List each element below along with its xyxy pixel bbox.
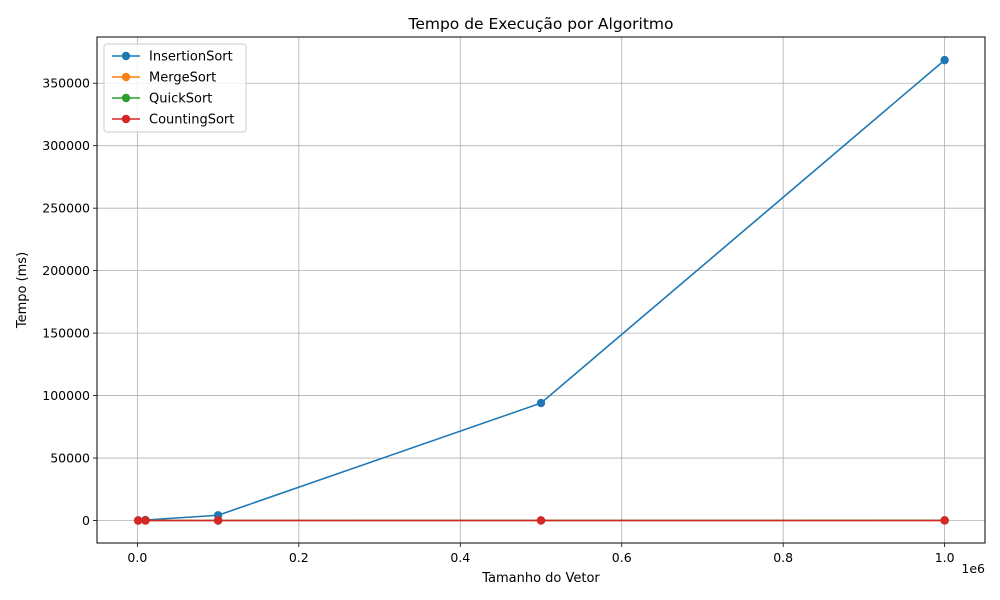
y-tick-label: 0 <box>82 513 90 528</box>
legend-item: QuickSort <box>112 92 212 107</box>
y-tick-label: 50000 <box>50 451 90 466</box>
x-tick-label: 0.0 <box>127 550 147 565</box>
x-tick-label: 0.2 <box>289 550 309 565</box>
data-point <box>133 516 143 525</box>
legend-box <box>103 43 247 133</box>
series-layer <box>133 55 949 525</box>
x-tick-label: 0.6 <box>612 550 632 565</box>
x-tick-label: 1.0 <box>935 550 955 565</box>
legend-item: InsertionSort <box>112 50 233 65</box>
y-tick-label: 350000 <box>42 76 90 91</box>
legend: InsertionSort MergeSort QuickSort CountingS… <box>103 43 247 133</box>
x-axis: 0.0 0.2 0.4 0.6 0.8 1.0 <box>127 543 955 565</box>
y-tick-label: 150000 <box>42 326 90 341</box>
grid <box>97 37 985 543</box>
data-point <box>536 398 546 408</box>
data-point <box>213 516 223 525</box>
plot-frame <box>96 36 986 544</box>
x-axis-label: Tamanho do Vetor <box>481 571 600 586</box>
y-tick-label: 300000 <box>42 138 90 153</box>
legend-swatch-marker <box>121 72 131 82</box>
legend-swatch-marker <box>121 114 131 124</box>
legend-item: CountingSort <box>112 113 234 128</box>
data-point <box>141 516 150 525</box>
chart-title: Tempo de Execução por Algoritmo <box>407 15 673 33</box>
legend-swatch-marker <box>121 93 131 103</box>
legend-label: InsertionSort <box>149 50 233 65</box>
data-point <box>940 55 949 65</box>
y-axis: 0 50000 100000 150000 200000 250000 300000 3500… <box>42 76 97 528</box>
legend-label: QuickSort <box>149 92 212 107</box>
y-axis-label: Tempo (ms) <box>15 252 30 329</box>
legend-swatch-marker <box>121 51 131 61</box>
x-axis-offset-label: 1e6 <box>961 561 985 576</box>
legend-label: CountingSort <box>149 113 234 128</box>
series-countingsort <box>133 516 949 525</box>
y-tick-label: 250000 <box>42 201 90 216</box>
legend-item: MergeSort <box>112 71 216 86</box>
y-tick-label: 100000 <box>42 388 90 403</box>
legend-label: MergeSort <box>149 71 216 86</box>
y-tick-label: 200000 <box>42 263 90 278</box>
data-point <box>940 516 949 525</box>
data-point <box>536 516 546 525</box>
x-tick-label: 0.4 <box>450 550 470 565</box>
x-tick-label: 0.8 <box>773 550 793 565</box>
